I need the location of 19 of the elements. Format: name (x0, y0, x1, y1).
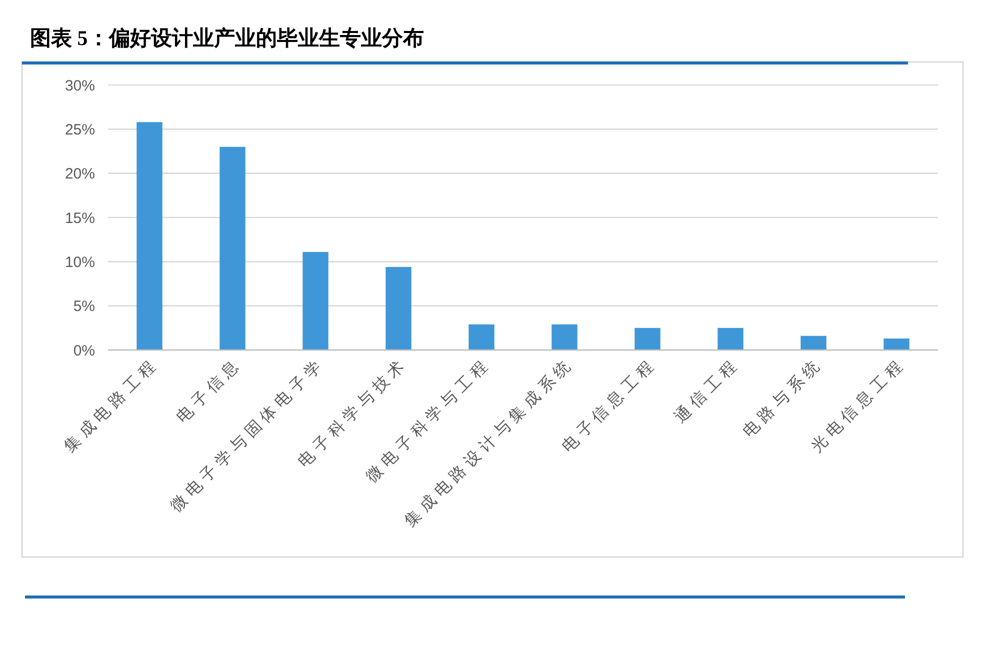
bar (884, 338, 910, 350)
bar (718, 328, 744, 350)
y-tick-label: 20% (64, 166, 95, 183)
bar (136, 122, 162, 350)
bar (468, 324, 494, 350)
bar (634, 328, 660, 350)
bar (220, 146, 246, 350)
y-tick-label: 5% (73, 298, 95, 316)
y-tick-label: 25% (64, 121, 95, 138)
chart-title: 图表 5：偏好设计业产业的毕业生专业分布 (30, 26, 424, 50)
x-tick-label: 电子信息 (173, 354, 246, 426)
bar (386, 266, 412, 350)
x-tick-label: 通信工程 (671, 354, 744, 426)
y-tick-label: 30% (64, 77, 95, 94)
y-tick-label: 10% (64, 254, 95, 271)
bar (302, 252, 328, 350)
bar (552, 324, 578, 350)
bar (800, 336, 826, 350)
y-tick-label: 15% (64, 210, 95, 227)
